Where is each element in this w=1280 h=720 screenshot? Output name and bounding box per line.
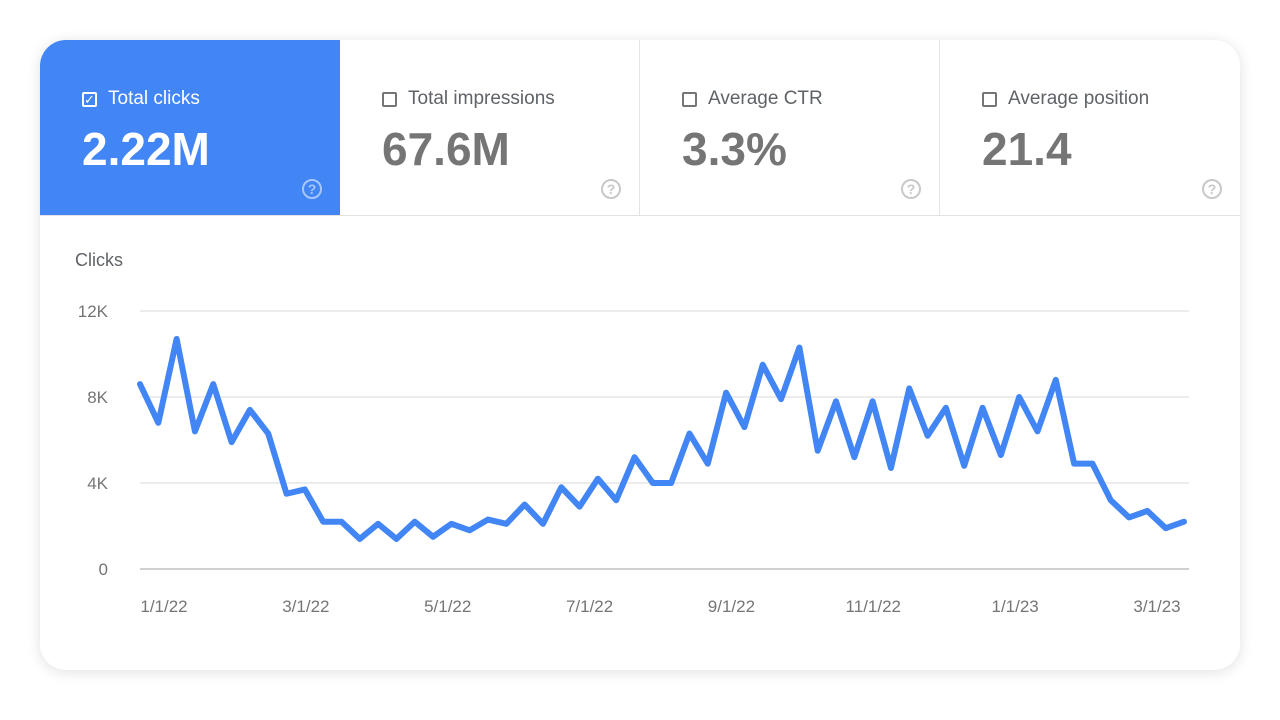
clicks-line [137, 335, 1187, 542]
metric-label-text: Total impressions [408, 88, 555, 109]
metric-label: Total impressions [382, 88, 555, 110]
metric-tiles: ✓ Total clicks 2.22M ? Total impressions 6… [40, 40, 1240, 216]
metric-value: 2.22M [82, 123, 210, 175]
x-tick-label: 5/1/22 [424, 597, 471, 616]
metric-label: Average position [982, 88, 1149, 110]
metric-label-text: Average position [1008, 88, 1150, 109]
metric-value: 67.6M [382, 123, 510, 175]
help-icon[interactable]: ? [901, 179, 921, 199]
metric-tile-total-clicks[interactable]: ✓ Total clicks 2.22M ? [40, 40, 340, 215]
clicks-chart: Clicks 0 4K 8K 12K 1/1/22 3/1/22 5/1/22 7/1/22 9/… [75, 250, 1189, 616]
x-tick-label: 3/1/22 [282, 597, 329, 616]
metric-tile-total-impressions[interactable]: Total impressions 67.6M ? [340, 40, 640, 215]
x-tick-label: 1/1/22 [140, 597, 187, 616]
metric-label: Average CTR [682, 88, 823, 110]
metric-label-text: Average CTR [708, 88, 823, 109]
metric-value: 3.3% [682, 123, 787, 175]
help-icon[interactable]: ? [1202, 179, 1222, 199]
checkbox-icon[interactable]: ✓ [82, 91, 97, 107]
x-tick-label: 1/1/23 [992, 597, 1039, 616]
y-axis-title: Clicks [75, 250, 123, 270]
metric-tile-average-ctr[interactable]: Average CTR 3.3% ? [640, 40, 940, 215]
metric-value: 21.4 [982, 123, 1072, 175]
y-tick-label: 0 [99, 560, 108, 579]
checkbox-icon[interactable] [382, 91, 397, 107]
x-tick-label: 11/1/22 [846, 597, 901, 616]
help-icon[interactable]: ? [601, 179, 621, 199]
metric-label: ✓ Total clicks [82, 88, 200, 110]
checkbox-icon[interactable] [982, 91, 997, 107]
y-tick-label: 8K [87, 388, 108, 407]
y-tick-label: 4K [87, 474, 108, 493]
help-icon[interactable]: ? [302, 179, 322, 199]
x-tick-label: 7/1/22 [566, 597, 613, 616]
metric-tile-average-position[interactable]: Average position 21.4 ? [940, 40, 1240, 215]
metric-label-text: Total clicks [108, 88, 200, 109]
x-tick-label: 3/1/23 [1133, 597, 1180, 616]
checkbox-icon[interactable] [682, 91, 697, 107]
y-tick-label: 12K [78, 302, 109, 321]
x-tick-label: 9/1/22 [708, 597, 755, 616]
performance-card: ✓ Total clicks 2.22M ? Total impressions 6… [40, 40, 1240, 670]
